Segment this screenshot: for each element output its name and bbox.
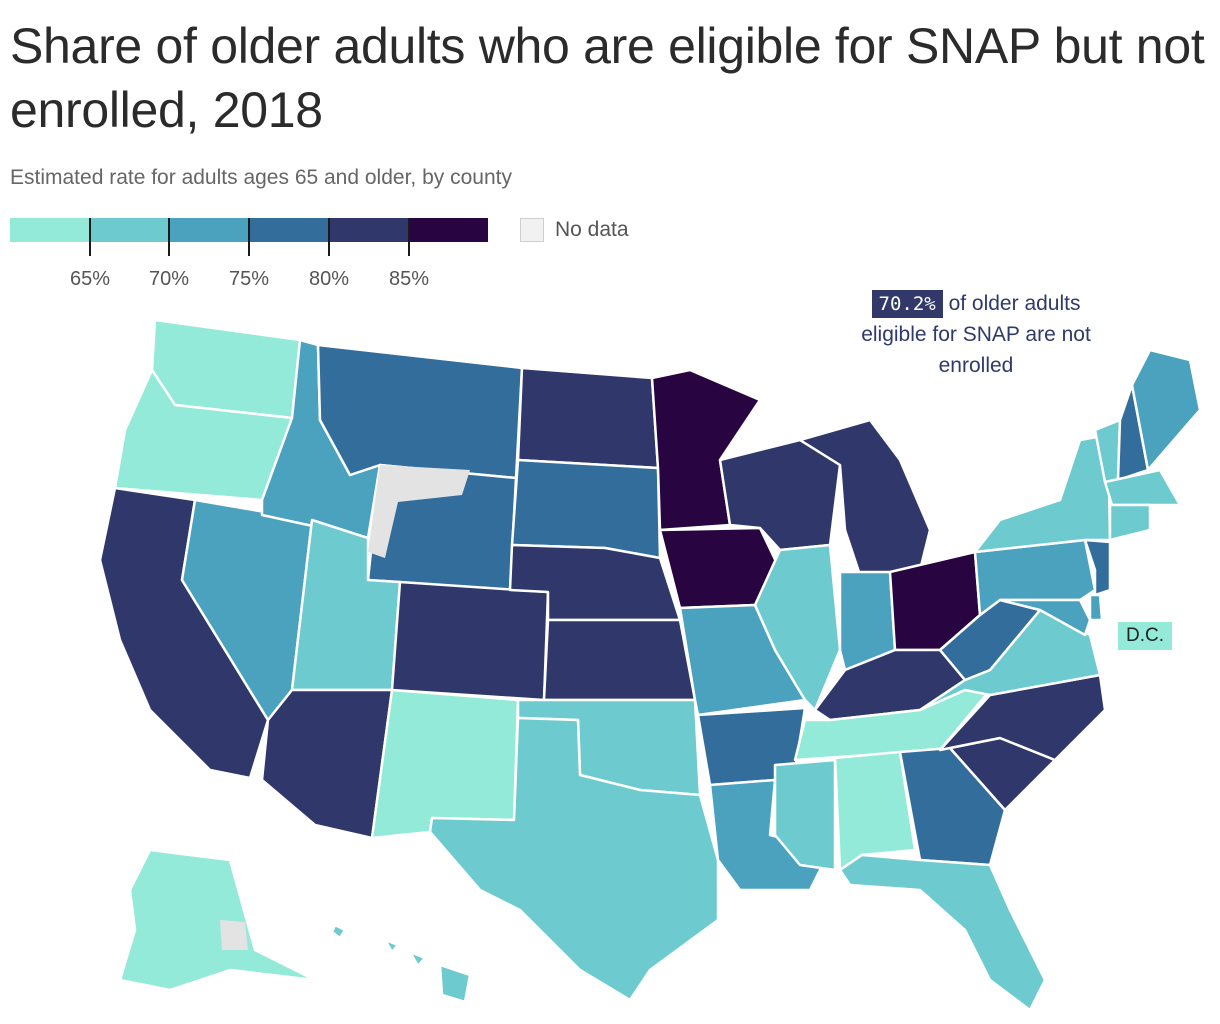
state-AZ[interactable] <box>260 688 394 840</box>
legend-swatch <box>328 218 409 242</box>
legend-swatch <box>10 218 90 242</box>
state-HI[interactable] <box>330 923 472 1004</box>
legend-scale <box>10 218 489 242</box>
state-DE[interactable] <box>1088 593 1104 622</box>
state-MS[interactable] <box>773 758 837 872</box>
legend-tick <box>408 218 410 256</box>
state-MA[interactable] <box>1103 468 1182 507</box>
legend-tick <box>89 218 91 256</box>
callout-value: 70.2% <box>871 290 943 318</box>
state-FL[interactable] <box>838 853 1047 1012</box>
state-IL[interactable] <box>753 543 842 712</box>
legend-tick-label: 70% <box>148 268 190 290</box>
state-NJ[interactable] <box>1083 538 1112 597</box>
national-rate-callout: 70.2% of older adults eligible for SNAP … <box>836 288 1116 381</box>
state-ME[interactable] <box>1130 348 1202 472</box>
state-AK[interactable] <box>118 848 317 992</box>
state-SD[interactable] <box>510 458 662 560</box>
no-data-swatch <box>520 218 544 242</box>
legend-tick-label: 80% <box>308 268 350 290</box>
legend-swatch <box>249 218 329 242</box>
legend-tick-label: 75% <box>228 268 270 290</box>
color-legend: 65% 70% 75% 80% 85% No data <box>10 218 650 290</box>
state-MT[interactable] <box>316 343 524 480</box>
state-NY[interactable] <box>973 433 1112 554</box>
legend-tick-label: 65% <box>69 268 111 290</box>
state-MD[interactable] <box>998 598 1092 637</box>
callout-text: of older adults eligible for SNAP are no… <box>861 292 1091 377</box>
chart-subtitle: Estimated rate for adults ages 65 and ol… <box>10 166 512 189</box>
state-AL[interactable] <box>833 750 917 872</box>
legend-tick <box>168 218 170 256</box>
state-CO[interactable] <box>390 580 550 702</box>
state-NM[interactable] <box>370 688 520 840</box>
chart-title: Share of older adults who are eligible f… <box>10 18 1205 138</box>
no-data-area <box>220 920 248 950</box>
state-ND[interactable] <box>516 366 660 470</box>
us-county-map <box>98 318 1202 1012</box>
no-data-area <box>368 465 470 558</box>
legend-tick-label: 85% <box>388 268 430 290</box>
legend-swatch <box>408 218 489 242</box>
legend-swatch <box>169 218 250 242</box>
no-data-label: No data <box>555 218 629 241</box>
state-KS[interactable] <box>542 618 697 702</box>
dc-label: D.C. <box>1118 622 1172 650</box>
state-TX[interactable] <box>428 716 720 1002</box>
legend-tick <box>248 218 250 256</box>
legend-tick <box>328 218 330 256</box>
state-CT[interactable] <box>1108 503 1152 542</box>
legend-swatch <box>89 218 170 242</box>
